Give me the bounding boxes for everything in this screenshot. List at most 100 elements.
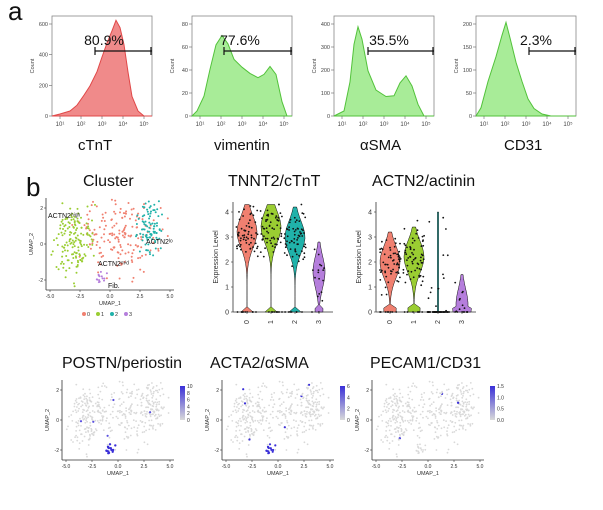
violin-point: [236, 247, 238, 250]
histogram-y-tick-label: 0: [45, 114, 48, 120]
panel-a-label: a: [8, 0, 23, 26]
cluster-point: [148, 226, 151, 229]
colorbar-tick-label: 8: [187, 391, 190, 397]
feature-point: [98, 403, 100, 406]
feature-point: [148, 399, 150, 402]
feature-point: [238, 397, 240, 400]
violin-point: [406, 273, 408, 276]
cluster-point: [94, 203, 96, 206]
feature-point: [109, 399, 112, 401]
feature-point: [423, 403, 426, 406]
cluster-point: [89, 247, 92, 250]
feature-point: [145, 416, 148, 418]
violin-point: [393, 245, 396, 248]
feature-point: [382, 441, 384, 443]
feature-point: [465, 403, 468, 406]
feature-point: [467, 391, 469, 394]
feature-point: [458, 424, 461, 427]
feature-point: [441, 390, 443, 393]
umap-cluster-plot: -5.0 -2.5 0.0 2.5 5.020-2UMAP_1UMAP_2ACTN2ʰⁱ…: [29, 198, 174, 318]
cluster-point: [166, 235, 169, 237]
violin-point: [299, 233, 302, 235]
feature-point: [245, 419, 247, 421]
violin-point: [419, 274, 422, 277]
feature-point: [136, 433, 138, 435]
feature-point: [101, 415, 103, 417]
feature-point: [281, 414, 284, 416]
violin-point: [418, 274, 420, 277]
colorbar-tick-label: 6: [187, 398, 190, 404]
feature-point: [315, 384, 318, 387]
violin-y-tick-label: 3: [225, 235, 229, 242]
feature-point: [112, 406, 114, 409]
violin-point: [411, 252, 413, 254]
violin-point: [387, 266, 390, 269]
violin-point: [404, 281, 407, 284]
violin-point: [409, 246, 412, 249]
feature-point: [106, 434, 109, 437]
feature-point: [430, 422, 433, 425]
feature-point: [440, 392, 443, 395]
feature-point: [447, 424, 450, 427]
feature-point: [297, 424, 300, 427]
feature-point: [87, 406, 90, 409]
feature-point: [75, 434, 77, 437]
feature-point: [300, 401, 303, 404]
feature-point: [267, 427, 270, 429]
feature-point: [464, 429, 467, 431]
histogram-y-tick-label: 100: [463, 68, 472, 74]
violin-point: [301, 311, 303, 313]
feature-point: [413, 406, 416, 409]
cluster-point: [123, 215, 126, 218]
histogram-y-tick-label: 80: [182, 22, 188, 28]
feature-point: [235, 398, 238, 400]
violin-y-tick-label: 4: [368, 210, 372, 217]
feature-point: [248, 397, 251, 399]
feature-point: [132, 419, 135, 422]
feature-point: [407, 386, 410, 389]
violin-point: [429, 311, 431, 313]
feature-point: [257, 386, 260, 389]
feature-point: [262, 429, 265, 432]
cluster-point: [98, 246, 101, 249]
violin-point: [394, 252, 396, 255]
feature-point: [301, 394, 303, 396]
feature-point: [270, 393, 273, 396]
cluster-point: [59, 224, 62, 227]
violin-point: [279, 241, 282, 244]
cluster-point: [55, 266, 58, 268]
feature-point: [384, 409, 387, 411]
colorbar-tick-label: 0: [347, 418, 350, 424]
feature-point: [124, 417, 127, 419]
feature-point: [109, 430, 112, 433]
cluster-point: [138, 250, 141, 253]
histogram-y-tick-label: 400: [39, 53, 48, 59]
cluster-point: [131, 261, 134, 263]
violin-point: [266, 230, 268, 233]
feature-point: [279, 411, 281, 414]
feature-point: [123, 426, 126, 429]
violin-point: [266, 218, 269, 221]
feature-point: [254, 419, 257, 422]
violin-point: [303, 256, 306, 259]
feature-point: [236, 439, 239, 442]
cluster-point: [65, 255, 68, 257]
feature-point: [147, 406, 150, 409]
cluster-point: [73, 282, 75, 285]
violin-point: [245, 251, 247, 253]
cluster-point: [103, 279, 105, 282]
feature-point: [462, 402, 465, 404]
feature-point: [303, 441, 306, 444]
colorbar-tick-label: 1.0: [497, 395, 504, 401]
violin-point: [409, 255, 411, 258]
feature-point: [251, 433, 254, 435]
feature-point: [106, 443, 109, 446]
violin-point: [393, 263, 396, 265]
feature-point: [114, 448, 117, 451]
cluster-point: [88, 210, 91, 213]
umap-y-tick-label: 0: [216, 418, 219, 424]
feature-point: [244, 427, 247, 430]
feature-point: [453, 410, 456, 413]
